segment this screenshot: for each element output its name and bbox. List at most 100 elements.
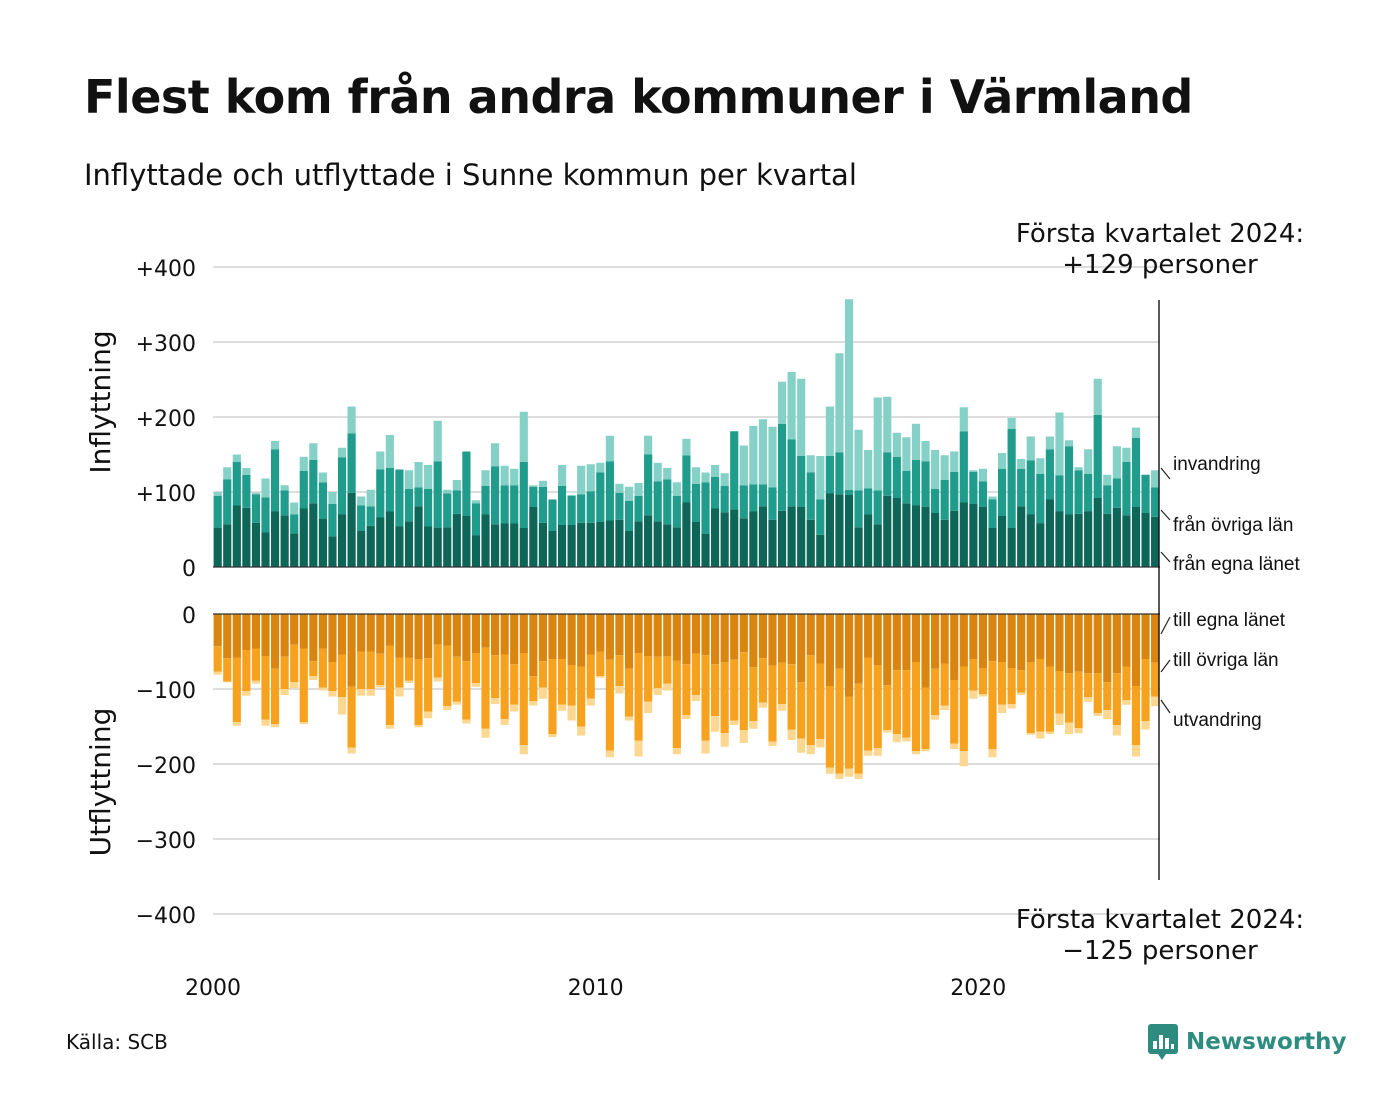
bar-segment — [538, 522, 547, 567]
bar-segment — [624, 531, 634, 567]
bar-segment — [902, 503, 911, 567]
bar-segment — [634, 614, 643, 653]
end-label-bottom: utvandring — [1173, 710, 1262, 731]
bar-segment — [758, 506, 768, 567]
bar-segment — [1141, 513, 1150, 567]
end-label-bottom: till övriga län — [1173, 650, 1279, 671]
bar-segment — [873, 748, 882, 756]
bar-segment — [414, 725, 423, 728]
bar-segment — [251, 680, 261, 684]
bar-segment — [825, 406, 834, 456]
bar-segment — [452, 656, 461, 702]
bar-segment — [395, 687, 404, 697]
bar-segment — [768, 487, 777, 520]
bar-segment — [911, 459, 921, 506]
bar-segment — [978, 668, 988, 695]
bar-segment — [251, 614, 261, 649]
bar-segment — [404, 470, 414, 489]
bar-segment — [902, 471, 911, 504]
bar-segment — [299, 722, 308, 725]
bar-segment — [787, 439, 796, 507]
bar-segment — [1084, 474, 1093, 512]
bar-segment — [347, 433, 356, 493]
end-label-leader-top — [1160, 509, 1171, 521]
newsworthy-logo: Newsworthy — [1148, 1024, 1347, 1060]
bar-segment — [653, 462, 662, 482]
bar-segment — [529, 676, 538, 701]
bar-segment — [309, 443, 318, 460]
bar-segment — [969, 614, 978, 659]
bar-segment — [404, 614, 414, 658]
x-tick-label: 2000 — [185, 976, 241, 1001]
bar-segment — [1084, 673, 1093, 698]
bar-segment — [280, 689, 289, 695]
bar-segment — [1122, 462, 1131, 516]
bar-segment — [347, 492, 356, 567]
y-tick-label-top: +100 — [136, 482, 196, 507]
bar-segment — [615, 483, 624, 493]
bar-segment — [1007, 417, 1016, 429]
bar-segment — [1036, 731, 1045, 739]
bar-segment — [481, 470, 490, 486]
chart-title: Flest kom från andra kommuner i Värmland — [84, 70, 1193, 124]
bar-segment — [711, 614, 720, 665]
bar-segment — [299, 508, 308, 567]
bar-segment — [997, 614, 1007, 662]
bar-segment — [443, 645, 452, 707]
bar-segment — [548, 531, 557, 567]
bar-segment — [605, 435, 614, 462]
bar-segment — [1084, 449, 1093, 474]
bar-segment — [1045, 731, 1054, 734]
bar-segment — [777, 614, 787, 663]
bar-segment — [481, 728, 490, 738]
bar-segment — [366, 489, 375, 507]
bar-segment — [749, 614, 758, 668]
bar-segment — [902, 614, 911, 671]
bar-segment — [414, 506, 423, 567]
bar-segment — [280, 614, 289, 657]
bar-segment — [318, 648, 327, 688]
bar-segment — [873, 614, 882, 665]
bar-segment — [739, 614, 748, 653]
bar-segment — [213, 492, 222, 496]
bar-segment — [644, 701, 653, 713]
bar-segment — [1151, 662, 1160, 697]
bar-segment — [538, 486, 547, 523]
y-tick-label-bottom: −200 — [136, 754, 196, 779]
y-tick-label-top: 0 — [182, 557, 196, 582]
bar-segment — [873, 397, 882, 491]
bar-segment — [825, 686, 834, 768]
bar-segment — [864, 514, 873, 567]
bar-segment — [691, 483, 701, 522]
bar-segment — [328, 536, 337, 567]
bar-segment — [1131, 438, 1141, 507]
bar-segment — [280, 485, 289, 491]
bar-segment — [749, 667, 758, 722]
bar-segment — [357, 614, 366, 652]
bar-segment — [223, 681, 232, 683]
bar-segment — [357, 651, 366, 689]
bar-segment — [337, 697, 347, 715]
bar-segment — [902, 437, 911, 471]
bar-segment — [500, 485, 509, 524]
bar-segment — [500, 614, 509, 655]
bar-segment — [730, 614, 739, 660]
bar-segment — [1055, 713, 1064, 725]
bar-segment — [1141, 614, 1150, 659]
bar-segment — [950, 451, 959, 472]
bar-segment — [634, 495, 643, 522]
bar-segment — [366, 614, 375, 652]
bar-segment — [232, 462, 241, 506]
bar-segment — [653, 614, 662, 657]
bar-segment — [959, 614, 968, 667]
bar-segment — [1055, 412, 1064, 476]
bar-segment — [471, 683, 481, 687]
bar-segment — [997, 516, 1007, 567]
bar-segment — [739, 445, 748, 486]
bar-segment — [624, 614, 634, 669]
bar-segment — [500, 719, 509, 725]
bar-segment — [318, 687, 327, 691]
bar-segment — [883, 452, 892, 496]
bar-segment — [768, 614, 777, 666]
